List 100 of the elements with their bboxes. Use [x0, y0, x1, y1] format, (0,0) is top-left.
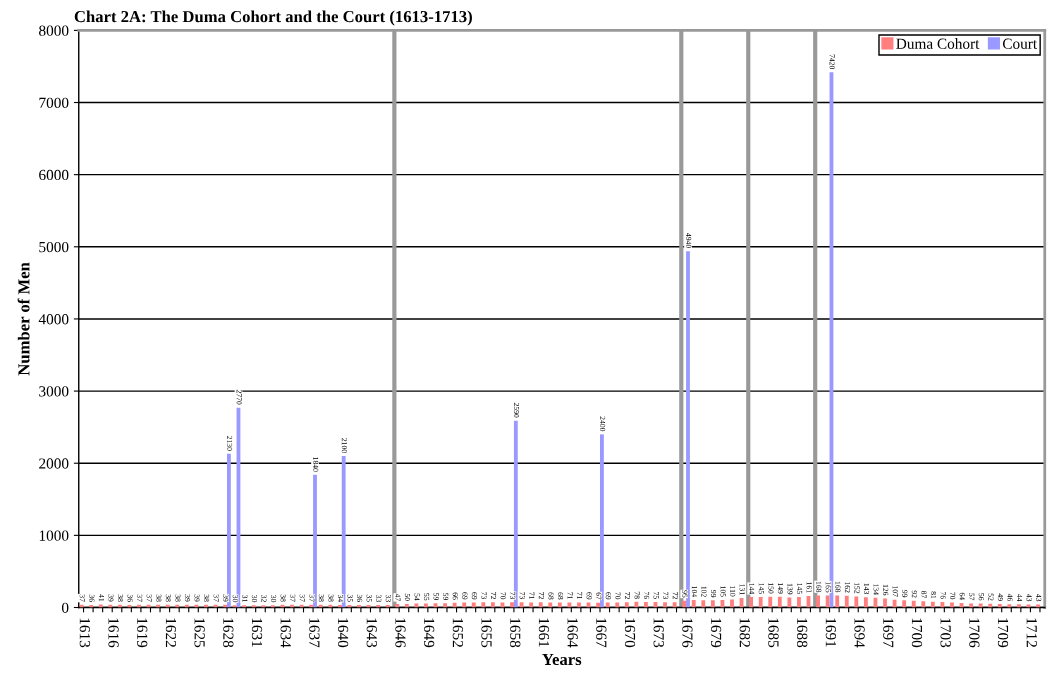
- x-tick-label: 1697: [883, 618, 894, 648]
- x-tick-label: 1649: [424, 618, 435, 648]
- bar: [911, 600, 916, 608]
- bar: [634, 601, 639, 608]
- bar: [624, 602, 629, 608]
- bar: [950, 602, 954, 608]
- y-tick-label: 0: [61, 602, 69, 613]
- x-tick-label: 1670: [624, 618, 636, 648]
- y-tick-label: 8000: [39, 25, 69, 36]
- x-tick-label: 1685: [768, 618, 779, 648]
- x-tick-label: 1631: [251, 618, 263, 647]
- bar: [969, 603, 974, 608]
- bar: [538, 602, 543, 608]
- bar: [1017, 604, 1021, 608]
- bar: [443, 603, 447, 608]
- bar: [825, 595, 830, 608]
- x-tick-label: 1634: [280, 618, 291, 648]
- y-tick-label: 5000: [39, 241, 69, 253]
- y-tick-label: 2000: [39, 458, 69, 469]
- bar: [978, 603, 983, 608]
- bar: [930, 601, 935, 608]
- x-tick-label: 1703: [940, 618, 951, 648]
- x-tick-label: 1712: [1026, 618, 1037, 647]
- bar: [341, 456, 346, 608]
- x-tick-label: 1625: [194, 618, 205, 648]
- x-tick-label: 1616: [108, 618, 119, 648]
- bar: [615, 602, 620, 608]
- bar: [270, 605, 275, 608]
- bar: [710, 600, 715, 608]
- bar: [844, 595, 849, 608]
- y-tick-label: 7000: [39, 97, 69, 108]
- bar: [883, 598, 887, 608]
- x-tick-label: 1658: [510, 618, 521, 648]
- x-tick-label: 1688: [797, 618, 808, 648]
- bar: [686, 251, 690, 608]
- bar: [251, 605, 256, 608]
- bar: [529, 602, 534, 608]
- x-tick-label: 1679: [710, 618, 722, 648]
- x-tick-label: 1676: [682, 618, 693, 648]
- bar: [797, 597, 801, 608]
- x-tick-label: 1667: [596, 618, 607, 648]
- bar: [730, 599, 734, 608]
- bar: [663, 602, 667, 608]
- x-tick-label: 1691: [825, 618, 836, 647]
- x-tick-label: 1640: [337, 618, 349, 648]
- bar: [691, 600, 696, 608]
- bar: [835, 595, 840, 608]
- x-tick-label: 1664: [567, 618, 578, 648]
- bar: [701, 600, 706, 608]
- bar: [644, 602, 648, 608]
- bar: [567, 602, 572, 608]
- bar: [232, 605, 237, 608]
- bar: [395, 604, 400, 608]
- bar: [510, 602, 514, 608]
- y-tick-label: 1000: [39, 530, 69, 541]
- bar: [749, 597, 754, 608]
- bar: [863, 597, 868, 608]
- bar: [854, 596, 859, 608]
- legend-label: Court: [1002, 38, 1038, 49]
- bar: [921, 601, 926, 608]
- y-tick-label: 4000: [38, 314, 69, 325]
- x-tick-label: 1643: [366, 618, 377, 648]
- x-axis-title: Years: [542, 653, 582, 666]
- bar: [777, 596, 782, 608]
- bar: [787, 597, 792, 608]
- x-tick-label: 1646: [395, 618, 406, 648]
- x-tick-label: 1652: [452, 618, 463, 647]
- x-tick-label: 1655: [481, 618, 492, 648]
- x-tick-label: 1709: [997, 618, 1009, 648]
- bar: [1036, 604, 1040, 608]
- bar: [672, 602, 677, 608]
- x-tick-label: 1673: [653, 618, 664, 648]
- bar: [1007, 604, 1012, 608]
- bar: [758, 597, 763, 608]
- bar: [481, 602, 486, 608]
- bar: [227, 453, 231, 608]
- bar: [682, 600, 687, 608]
- x-tick-label: 1706: [969, 618, 980, 648]
- x-tick-label: 1619: [137, 618, 148, 648]
- y-axis-title: Number of Men: [17, 262, 30, 376]
- y-tick-label: 6000: [39, 169, 69, 181]
- bar: [902, 600, 907, 608]
- x-tick-label: 1628: [223, 618, 234, 648]
- x-tick-label: 1622: [165, 618, 177, 647]
- chart-title: Chart 2A: The Duma Cohort and the Court (1613-1713): [74, 10, 472, 26]
- x-tick-label: 1637: [309, 618, 320, 648]
- bar: [313, 474, 317, 608]
- x-tick-label: 1613: [79, 618, 90, 648]
- y-tick-label: 3000: [39, 386, 69, 397]
- bar: [940, 602, 945, 608]
- x-tick-label: 1661: [538, 618, 550, 647]
- bar: [600, 434, 604, 608]
- x-tick-label: 1682: [739, 618, 750, 647]
- legend-label: Duma Cohort: [896, 38, 980, 49]
- x-tick-label: 1694: [854, 618, 865, 648]
- bar: [768, 596, 773, 608]
- bar: [490, 602, 495, 608]
- x-tick-label: 1700: [911, 618, 923, 648]
- bar: [577, 602, 581, 608]
- bar: [892, 599, 897, 608]
